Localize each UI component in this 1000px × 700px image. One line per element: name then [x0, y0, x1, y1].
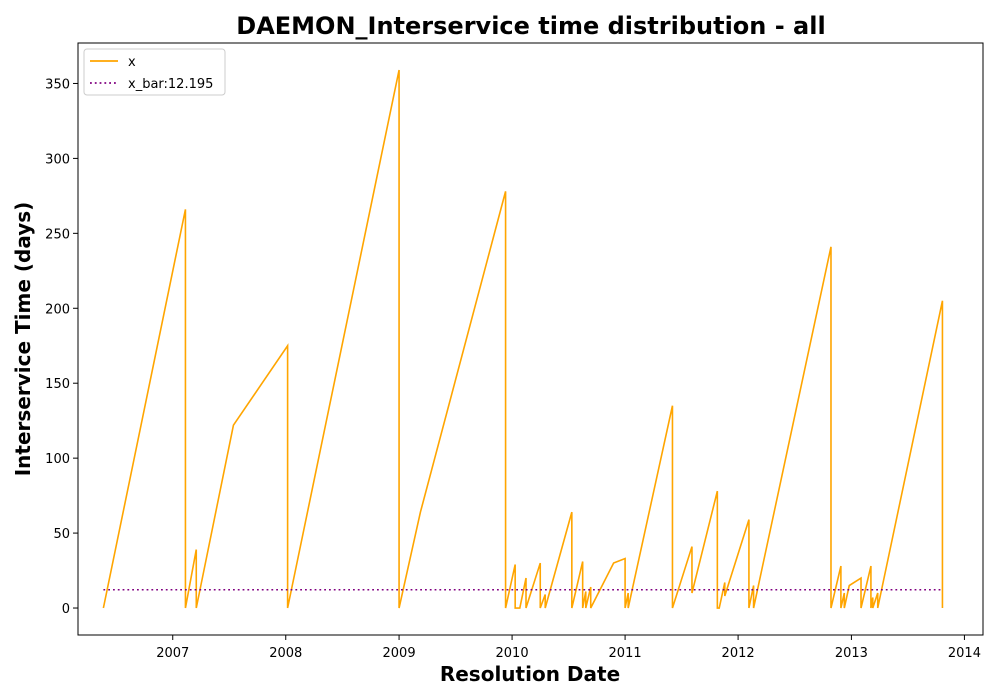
y-tick-label: 300: [45, 152, 70, 167]
x-tick-label: 2014: [948, 646, 981, 661]
plot-area: [77, 42, 984, 636]
y-tick-label: 200: [45, 302, 70, 317]
y-tick-label: 0: [62, 602, 70, 617]
x-tick-label: 2008: [269, 646, 302, 661]
x-tick-label: 2009: [383, 646, 416, 661]
y-tick-label: 100: [45, 452, 70, 467]
y-tick-label: 250: [45, 227, 70, 242]
x-tick-label: 2012: [722, 646, 755, 661]
x-axis-label: Resolution Date: [440, 662, 620, 686]
x-tick-label: 2010: [496, 646, 529, 661]
y-tick-label: 50: [53, 527, 70, 542]
series-line-x: [102, 69, 944, 609]
legend-entry-x-bar: x_bar:12.195: [128, 77, 213, 92]
legend: x x_bar:12.195: [83, 48, 226, 96]
y-tick-label: 350: [45, 77, 70, 92]
x-tick-label: 2013: [835, 646, 868, 661]
x-axis: 2007 2008 2009 2010 2011 2012 2013 2014: [156, 635, 981, 661]
legend-box: [83, 48, 226, 96]
legend-entry-x: x: [128, 55, 136, 70]
y-tick-label: 150: [45, 377, 70, 392]
y-axis-label: Interservice Time (days): [11, 202, 35, 477]
x-tick-label: 2007: [156, 646, 189, 661]
x-tick-label: 2011: [609, 646, 642, 661]
y-axis: 0 50 100 150 200 250 300 350: [45, 77, 78, 617]
chart-title: DAEMON_Interservice time distribution - …: [236, 12, 825, 40]
series-layer: [102, 69, 944, 609]
